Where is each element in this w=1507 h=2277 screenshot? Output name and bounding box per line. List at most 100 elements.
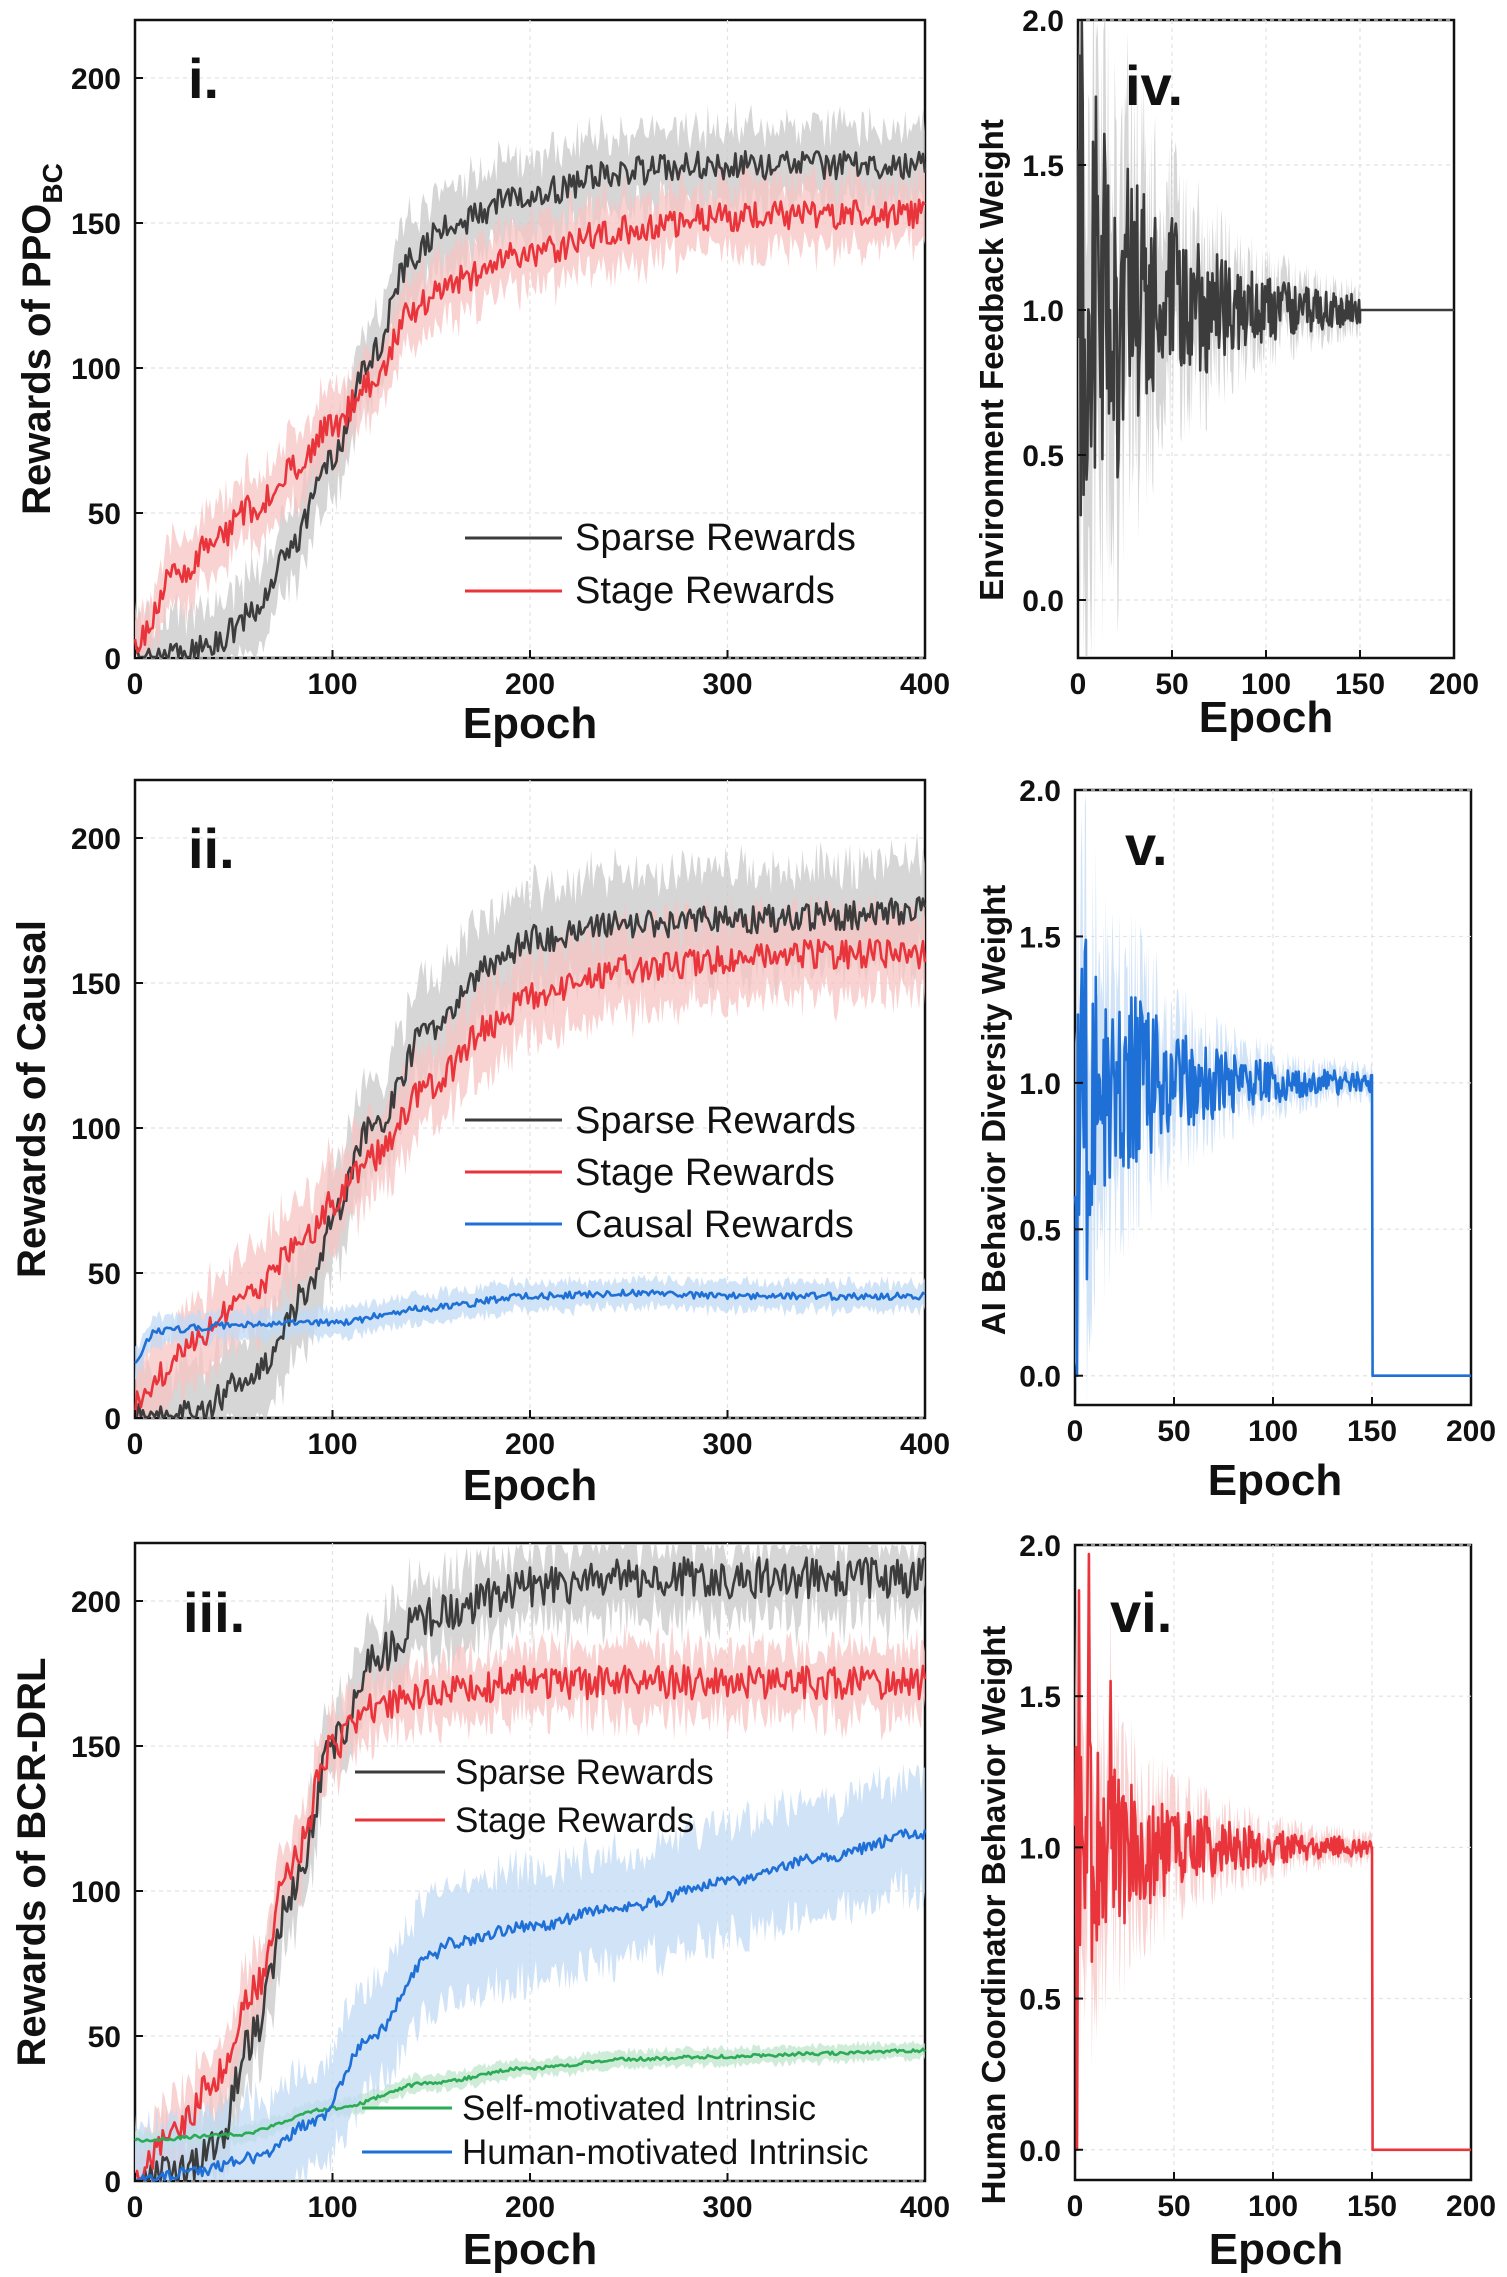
x-tick-label: 400 [900, 1428, 950, 1461]
y-tick-label: 1.5 [1019, 1681, 1061, 1714]
x-tick-label: 100 [1248, 1415, 1298, 1448]
series-band-1 [135, 1621, 925, 2180]
x-tick-label: 50 [1157, 2190, 1190, 2223]
y-tick-label: 100 [71, 1113, 121, 1146]
y-tick-label: 150 [71, 968, 121, 1001]
panel-iii-legend-bottom: Self-motivated Intrinsic Human-motivated… [362, 2089, 869, 2172]
panel-i-y-axis-title-sub: BC [37, 163, 68, 203]
panel-vi-y-axis-title: Human Coordinator Behavior Weight [975, 1626, 1012, 2205]
series-line-2 [134, 2047, 927, 2143]
x-tick-label: 50 [1157, 1415, 1190, 1448]
x-tick-label: 50 [1155, 668, 1188, 701]
y-tick-label: 1.5 [1019, 921, 1061, 954]
panel-iii-ticks: 0 100 200 300 400 0 50 100 150 200 [71, 1586, 950, 2224]
y-tick-label: 0.5 [1019, 1984, 1061, 2017]
x-tick-label: 0 [1067, 2190, 1084, 2223]
panel-iv-label: iv. [1125, 54, 1183, 117]
panel-i-lines [133, 150, 927, 659]
panel-iii-legend-top: Sparse Rewards Stage Rewards [355, 1753, 714, 1840]
panel-i-y-axis-title-main: Rewards of PPO [15, 204, 59, 515]
y-tick-label: 0.0 [1019, 2135, 1061, 2168]
x-tick-label: 200 [505, 2191, 555, 2224]
x-tick-label: 0 [127, 668, 144, 701]
panel-iv-grid [1078, 19, 1454, 658]
panel-v-chart: 0 50 100 150 200 0.0 0.5 1.0 1.5 2.0 v. Epoch AI … [975, 775, 1496, 1505]
panel-iii-chart: 0 100 200 300 400 0 50 100 150 200 iii. Epoch Rew… [10, 1541, 950, 2274]
panel-i-plot-area [133, 18, 927, 660]
y-tick-label: 0.5 [1019, 1214, 1061, 1247]
panel-ii-lines [133, 896, 927, 1419]
panel-v-ticks: 0 50 100 150 200 0.0 0.5 1.0 1.5 2.0 [1019, 775, 1496, 1448]
x-tick-label: 200 [505, 1428, 555, 1461]
x-tick-label: 100 [307, 1428, 357, 1461]
x-tick-label: 300 [702, 668, 752, 701]
y-tick-label: 0 [104, 2166, 121, 2199]
panel-ii-legend: Sparse Rewards Stage Rewards Causal Rewa… [465, 1100, 856, 1246]
panel-vi-lines [1073, 1552, 1471, 2152]
x-tick-label: 300 [702, 2191, 752, 2224]
y-tick-label: 1.0 [1019, 1068, 1061, 1101]
x-tick-label: 100 [1248, 2190, 1298, 2223]
series-band-3 [135, 1763, 925, 2180]
panel-vi-x-axis-title: Epoch [1209, 2225, 1343, 2274]
x-tick-label: 200 [1446, 2190, 1496, 2223]
panel-iii-legend-label-stage: Stage Rewards [455, 1801, 694, 1840]
panel-iv-x-axis-title: Epoch [1199, 693, 1333, 742]
panel-i-legend: Sparse Rewards Stage Rewards [465, 517, 856, 612]
series-line-0 [133, 150, 927, 659]
x-tick-label: 0 [127, 2191, 144, 2224]
panel-v-bands [1075, 794, 1471, 1404]
y-tick-label: 0.0 [1022, 585, 1064, 618]
y-tick-label: 0 [104, 643, 121, 676]
panel-vi-chart: 0 50 100 150 200 0.0 0.5 1.0 1.5 2.0 vi. Epoch Hu… [975, 1530, 1496, 2274]
y-tick-label: 0.0 [1019, 1361, 1061, 1394]
y-tick-label: 200 [71, 1586, 121, 1619]
x-tick-label: 150 [1347, 1415, 1397, 1448]
panel-vi-label: vi. [1110, 1581, 1172, 1644]
x-tick-label: 300 [702, 1428, 752, 1461]
panel-v-x-axis-title: Epoch [1208, 1456, 1342, 1505]
panel-i-y-axis-title: Rewards of PPOBC [15, 163, 68, 515]
panel-v-lines [1073, 938, 1471, 1377]
y-tick-label: 150 [71, 208, 121, 241]
y-tick-label: 100 [71, 353, 121, 386]
panel-v-label: v. [1125, 814, 1168, 877]
panel-v-y-axis-title: AI Behavior Diversity Weight [975, 885, 1012, 1336]
panel-iii-y-axis-title: Rewards of BCR-DRL [10, 1658, 54, 2067]
x-tick-label: 400 [900, 668, 950, 701]
panel-iv-y-axis-title: Environment Feedback Weight [973, 119, 1010, 601]
y-tick-label: 0.5 [1022, 440, 1064, 473]
y-tick-label: 2.0 [1019, 1530, 1061, 1563]
y-tick-label: 2.0 [1019, 775, 1061, 808]
panel-i-label: i. [188, 47, 219, 110]
series-line-0 [134, 896, 927, 1419]
series-line-3 [135, 1828, 927, 2182]
panel-ii-legend-label-sparse: Sparse Rewards [575, 1100, 856, 1142]
panel-iii-lines [133, 1556, 927, 2182]
series-band-0 [1075, 794, 1471, 1404]
y-tick-label: 150 [71, 1731, 121, 1764]
y-tick-label: 200 [71, 63, 121, 96]
panel-iii-legend-label-self: Self-motivated Intrinsic [462, 2089, 816, 2128]
y-tick-label: 200 [71, 823, 121, 856]
x-tick-label: 0 [127, 1428, 144, 1461]
x-tick-label: 150 [1335, 668, 1385, 701]
series-line-0 [1076, 20, 1454, 517]
series-line-1 [133, 198, 926, 654]
series-line-0 [135, 1556, 926, 2182]
panel-vi-ticks: 0 50 100 150 200 0.0 0.5 1.0 1.5 2.0 [1019, 1530, 1496, 2223]
x-tick-label: 200 [1446, 1415, 1496, 1448]
x-tick-label: 400 [900, 2191, 950, 2224]
x-tick-label: 200 [505, 668, 555, 701]
y-tick-label: 1.0 [1019, 1832, 1061, 1865]
x-tick-label: 100 [1241, 668, 1291, 701]
panel-i-chart: 0 100 200 300 400 0 50 100 150 200 i. Epoch Rewar… [15, 18, 950, 748]
panel-iv-chart: 0 50 100 150 200 0.0 0.5 1.0 1.5 2.0 iv. Epoch En… [973, 5, 1479, 742]
series-line-1 [133, 938, 927, 1417]
y-tick-label: 100 [71, 1876, 121, 1909]
y-tick-label: 2.0 [1022, 5, 1064, 38]
panel-i-legend-label-sparse: Sparse Rewards [575, 517, 856, 559]
series-line-1 [133, 1664, 927, 2182]
panel-i-legend-label-stage: Stage Rewards [575, 570, 835, 612]
